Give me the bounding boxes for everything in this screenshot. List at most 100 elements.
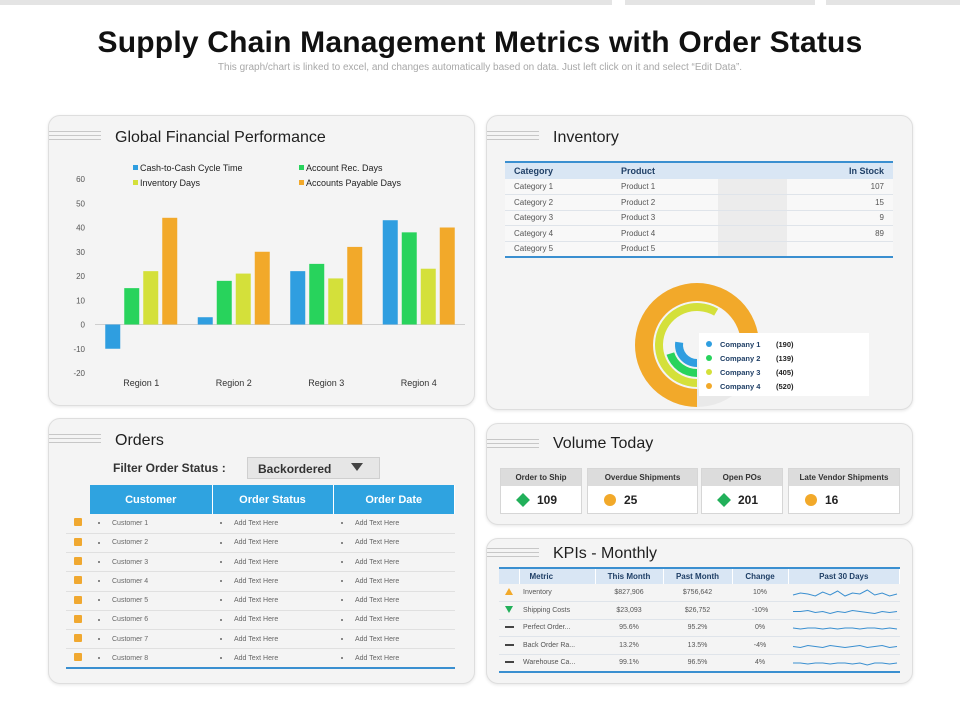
bar (382, 220, 398, 325)
row-checkbox[interactable] (66, 610, 90, 631)
table-row[interactable]: Customer 6 Add Text Here Add Text Here (66, 610, 455, 631)
panel-decor-lines (487, 439, 539, 451)
col-indicator (499, 567, 520, 584)
col-order-date[interactable]: Order Date (333, 485, 455, 514)
cell-stock: 15 (787, 194, 893, 211)
col-category: Category (505, 161, 612, 179)
orders-title: Orders (115, 432, 164, 449)
row-checkbox[interactable] (66, 648, 90, 670)
cell-date: Add Text Here (333, 648, 455, 670)
y-tick-label: 20 (76, 272, 85, 281)
ring-segment (655, 303, 719, 387)
financial-bar-chart: 60 50 40 30 20 10 0 -10 -20 Region 1 Region 2 Regio… (73, 163, 465, 388)
cell-change: 10% (732, 584, 788, 602)
bar (309, 263, 325, 325)
row-checkbox[interactable] (66, 591, 90, 611)
bar (105, 324, 121, 349)
inventory-header-row: Category Product In Stock (505, 161, 893, 179)
row-checkbox[interactable] (66, 629, 90, 650)
orders-table: Customer Order Status Order Date Custome… (66, 485, 455, 670)
cell-metric: Inventory (519, 584, 595, 602)
cell-past-month: $26,752 (663, 601, 732, 620)
table-row[interactable]: Customer 2 Add Text Here Add Text Here (66, 533, 455, 554)
bar (420, 268, 436, 325)
col-checkbox (66, 485, 90, 514)
top-bar-left (0, 0, 612, 5)
cell-customer: Customer 6 (90, 610, 212, 631)
col-in-stock: In Stock (787, 161, 893, 179)
inventory-panel: Inventory Category Product In Stock Cate… (486, 115, 913, 410)
cell-blank (718, 194, 787, 211)
cell-metric: Shipping Costs (519, 601, 595, 620)
cell-past-month: 95.2% (663, 619, 732, 637)
legend-value: (405) (776, 368, 794, 377)
open-pos-label: Open POs (702, 469, 782, 486)
financial-title: Global Financial Performance (115, 129, 326, 146)
cell-status: Add Text Here (212, 571, 333, 592)
cell-customer: Customer 8 (90, 648, 212, 670)
panel-decor-lines (487, 548, 539, 560)
cell-metric: Back Order Ra... (519, 636, 595, 655)
cell-status: Add Text Here (212, 533, 333, 554)
cell-product: Product 3 (612, 210, 718, 226)
table-row[interactable]: Customer 5 Add Text Here Add Text Here (66, 591, 455, 611)
cell-customer: Customer 1 (90, 514, 212, 534)
col-order-status[interactable]: Order Status (212, 485, 334, 514)
top-bar-right (826, 0, 960, 5)
inventory-title: Inventory (553, 129, 619, 146)
chevron-down-icon[interactable] (351, 463, 363, 471)
order-status-dropdown[interactable]: Backordered (247, 457, 380, 479)
col-change: Change (732, 567, 789, 584)
cell-blank (718, 210, 787, 226)
cell-customer: Customer 4 (90, 571, 212, 592)
ring-segment (666, 352, 697, 377)
cell-status: Add Text Here (212, 648, 333, 670)
bar (162, 217, 178, 325)
bar (347, 246, 363, 325)
col-product: Product (612, 161, 718, 179)
green-diamond-icon (516, 493, 530, 507)
table-row[interactable]: Customer 1 Add Text Here Add Text Here (66, 514, 455, 534)
table-row[interactable]: Customer 8 Add Text Here Add Text Here (66, 648, 455, 670)
cell-date: Add Text Here (333, 629, 455, 650)
legend-label: Cash-to-Cash Cycle Time (140, 163, 243, 173)
cell-change: 4% (732, 654, 788, 673)
x-tick-label: Region 3 (308, 378, 344, 388)
cell-blank (718, 225, 787, 242)
financial-panel: Global Financial Performance 60 50 40 30 20 1… (48, 115, 475, 406)
legend-dot (706, 341, 712, 347)
legend-dot (706, 369, 712, 375)
cell-change: -4% (732, 636, 788, 655)
panel-decor-lines (49, 434, 101, 446)
dash-icon (499, 654, 519, 673)
orange-circle-icon (604, 494, 616, 506)
row-checkbox[interactable] (66, 533, 90, 554)
cell-product: Product 5 (612, 241, 718, 258)
x-tick-label: Region 1 (123, 378, 159, 388)
y-tick-label: 60 (76, 175, 85, 184)
open-pos-box: Open POs 201 (701, 468, 783, 514)
table-row: Perfect Order... 95.6% 95.2% 0% (499, 619, 900, 637)
cell-change: 0% (732, 619, 788, 637)
order-to-ship-value: 109 (537, 493, 558, 507)
cell-date: Add Text Here (333, 591, 455, 611)
legend-dot (706, 355, 712, 361)
order-to-ship-label: Order to Ship (501, 469, 581, 486)
table-row[interactable]: Customer 7 Add Text Here Add Text Here (66, 629, 455, 650)
cell-date: Add Text Here (333, 514, 455, 534)
row-checkbox[interactable] (66, 552, 90, 573)
legend-label: Accounts Payable Days (306, 178, 402, 188)
col-customer[interactable]: Customer (90, 485, 213, 514)
bar (235, 273, 251, 325)
table-row[interactable]: Customer 4 Add Text Here Add Text Here (66, 571, 455, 592)
table-row[interactable]: Customer 3 Add Text Here Add Text Here (66, 552, 455, 573)
row-checkbox[interactable] (66, 571, 90, 592)
y-tick-label: 30 (76, 248, 85, 257)
order-to-ship-box: Order to Ship 109 (500, 468, 582, 514)
cell-stock: 107 (787, 179, 893, 195)
x-tick-label: Region 4 (401, 378, 437, 388)
y-tick-label: -20 (73, 369, 85, 378)
row-checkbox[interactable] (66, 514, 90, 534)
legend-swatch (133, 180, 138, 185)
col-past-30-days: Past 30 Days (788, 567, 900, 584)
